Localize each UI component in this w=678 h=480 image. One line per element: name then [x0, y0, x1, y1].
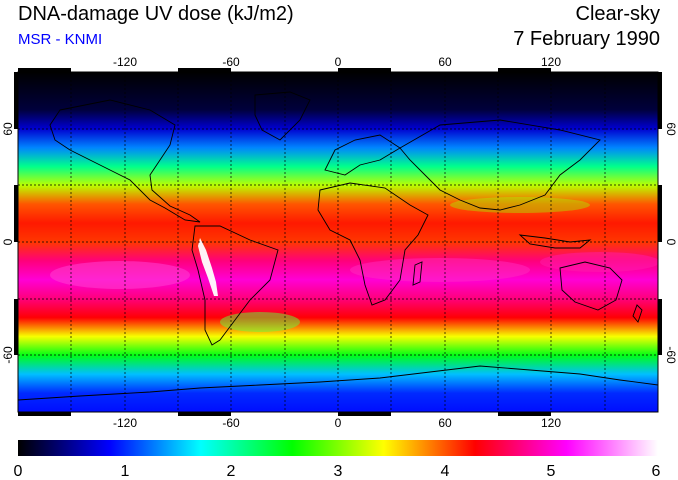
lat-tick-label-left: -60 — [1, 346, 15, 364]
lon-tick-label-bottom: 0 — [335, 416, 342, 430]
coastlines — [18, 91, 658, 401]
lat-tick-label-right: 0 — [664, 239, 678, 246]
lat-tick-label-left: 60 — [1, 122, 15, 136]
lon-tick-label-top: 120 — [541, 55, 561, 69]
lon-tick-label-top: -120 — [113, 55, 137, 69]
frame-bands — [14, 68, 662, 416]
lat-tick-label-right: 60 — [664, 122, 678, 136]
graticule — [18, 72, 658, 412]
colorbar-tick-label: 1 — [121, 463, 130, 480]
dose-blob — [220, 312, 300, 332]
colorbar — [18, 440, 658, 456]
colorbar-tick-label: 0 — [14, 463, 23, 480]
page-title: DNA-damage UV dose (kJ/m2) — [18, 3, 294, 25]
lon-tick-label-top: -60 — [222, 55, 240, 69]
lon-tick-label-bottom: 60 — [438, 416, 452, 430]
lat-tick-label-left: 0 — [1, 238, 15, 245]
colorbar-tick-label: 6 — [652, 463, 661, 480]
dose-blob — [540, 252, 658, 272]
lon-tick-label-bottom: 120 — [541, 416, 561, 430]
colorbar-tick-label: 4 — [441, 463, 450, 480]
lon-tick-label-top: 0 — [335, 55, 342, 69]
lon-tick-label-bottom: -120 — [113, 416, 137, 430]
lat-tick-label-right: -60 — [664, 346, 678, 364]
colorbar-tick-label: 2 — [227, 463, 236, 480]
source-label: MSR - KNMI — [18, 31, 103, 48]
lon-tick-label-top: 60 — [438, 55, 452, 69]
scenario-label: Clear-sky — [575, 3, 660, 25]
date-label: 7 February 1990 — [513, 28, 660, 50]
lon-tick-label-bottom: -60 — [222, 416, 240, 430]
andes-high-dose — [198, 238, 218, 296]
colorbar-tick-label: 3 — [334, 463, 343, 480]
dose-blob — [50, 261, 190, 289]
map-panel — [18, 72, 658, 412]
colorbar-tick-label: 5 — [547, 463, 556, 480]
dose-blob — [350, 258, 530, 282]
